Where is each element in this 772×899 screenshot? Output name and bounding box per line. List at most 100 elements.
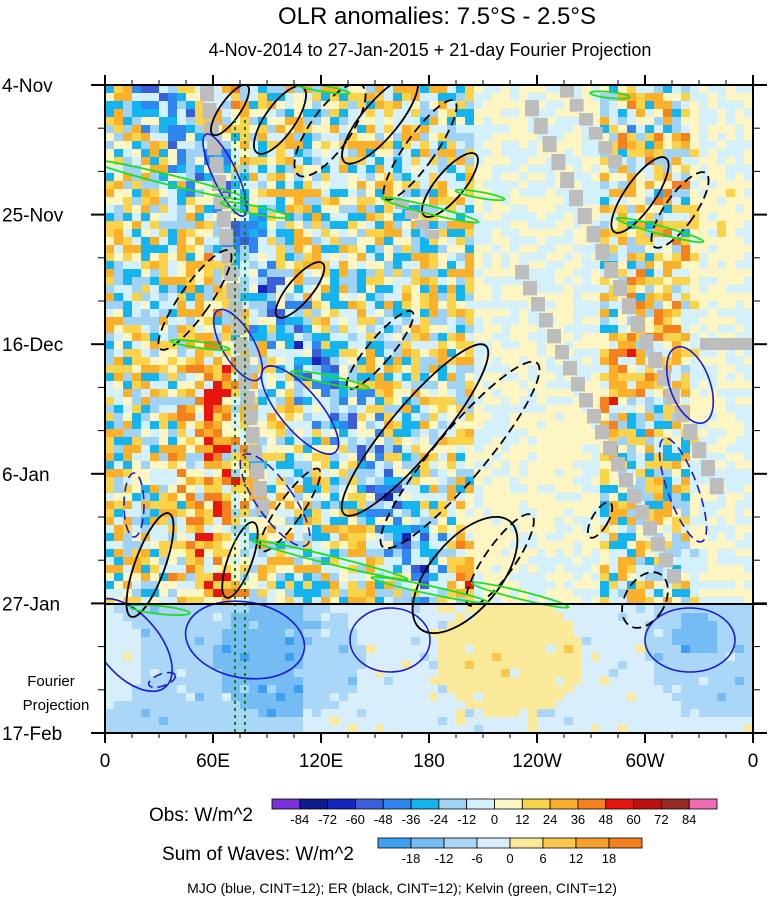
olr-cell <box>618 205 628 214</box>
olr-cell <box>447 261 457 270</box>
olr-cell <box>501 341 511 350</box>
olr-cell <box>483 429 493 438</box>
olr-cell <box>573 109 583 118</box>
olr-cell <box>321 261 331 270</box>
olr-cell <box>294 317 304 326</box>
olr-cell <box>258 597 268 606</box>
olr-cell <box>285 301 295 310</box>
olr-cell <box>105 581 115 590</box>
olr-cell <box>438 389 448 398</box>
olr-cell <box>276 253 286 262</box>
olr-cell <box>222 509 232 518</box>
olr-cell <box>294 365 304 374</box>
olr-cell <box>195 581 205 590</box>
olr-cell <box>735 613 745 622</box>
olr-cell <box>564 453 574 462</box>
olr-cell <box>384 341 394 350</box>
olr-cell <box>564 269 574 278</box>
olr-cell <box>339 581 349 590</box>
olr-cell <box>501 517 511 526</box>
olr-cell <box>267 437 277 446</box>
olr-cell <box>654 253 664 262</box>
olr-cell <box>600 613 610 622</box>
olr-cell <box>447 605 457 614</box>
olr-cell <box>726 445 736 454</box>
olr-cell <box>303 117 313 126</box>
olr-cell <box>717 117 727 126</box>
olr-cell <box>744 173 753 182</box>
olr-cell <box>123 133 133 142</box>
olr-cell <box>690 125 700 134</box>
olr-cell <box>681 557 691 566</box>
olr-cell <box>735 245 745 254</box>
olr-cell <box>456 109 466 118</box>
olr-cell <box>474 373 484 382</box>
olr-cell <box>258 581 268 590</box>
olr-cell <box>132 277 142 286</box>
olr-cell <box>501 493 511 502</box>
olr-cell <box>465 245 475 254</box>
olr-cell <box>285 269 295 278</box>
olr-cell <box>510 309 520 318</box>
olr-cell <box>303 581 313 590</box>
olr-cell <box>294 133 304 142</box>
olr-cell <box>267 109 277 118</box>
olr-cell <box>303 589 313 598</box>
olr-cell <box>366 565 376 574</box>
olr-cell <box>699 213 709 222</box>
olr-cell <box>213 357 223 366</box>
olr-cell <box>681 173 691 182</box>
olr-cell <box>393 301 403 310</box>
olr-cell <box>213 573 223 582</box>
olr-cell <box>690 149 700 158</box>
olr-cell <box>222 581 232 590</box>
olr-cell <box>267 477 277 486</box>
olr-cell <box>285 109 295 118</box>
olr-cell <box>168 557 178 566</box>
olr-cell <box>735 157 745 166</box>
olr-cell <box>339 477 349 486</box>
olr-cell <box>330 109 340 118</box>
olr-cell <box>465 173 475 182</box>
olr-cell <box>321 205 331 214</box>
olr-cell <box>330 357 340 366</box>
olr-cell <box>465 181 475 190</box>
olr-cell <box>600 405 610 414</box>
olr-cell <box>555 381 565 390</box>
olr-cell <box>330 557 340 566</box>
olr-cell <box>564 293 574 302</box>
olr-cell <box>735 189 745 198</box>
olr-cell <box>222 501 232 510</box>
olr-cell <box>636 157 646 166</box>
olr-cell <box>501 501 511 510</box>
olr-cell <box>411 533 421 542</box>
olr-cell <box>213 93 223 102</box>
olr-cell <box>429 373 439 382</box>
olr-cell <box>564 621 574 630</box>
olr-cell <box>600 109 610 118</box>
olr-cell <box>258 389 268 398</box>
olr-cell <box>519 349 529 358</box>
olr-cell <box>105 125 115 134</box>
olr-cell <box>285 101 295 110</box>
olr-cell <box>339 197 349 206</box>
olr-cell <box>240 421 250 430</box>
olr-cell <box>528 397 538 406</box>
olr-cell <box>366 213 376 222</box>
olr-cell <box>312 453 322 462</box>
olr-cell <box>105 477 115 486</box>
olr-cell <box>501 125 511 134</box>
olr-cell <box>411 573 421 582</box>
olr-cell <box>312 637 322 646</box>
olr-cell <box>141 349 151 358</box>
olr-cell <box>654 141 664 150</box>
olr-cell <box>411 405 421 414</box>
olr-cell <box>609 237 619 246</box>
olr-cell <box>447 525 457 534</box>
olr-cell <box>384 517 394 526</box>
olr-cell <box>663 117 673 126</box>
olr-cell <box>699 373 709 382</box>
olr-cell <box>159 629 169 638</box>
olr-cell <box>411 373 421 382</box>
olr-cell <box>204 429 214 438</box>
